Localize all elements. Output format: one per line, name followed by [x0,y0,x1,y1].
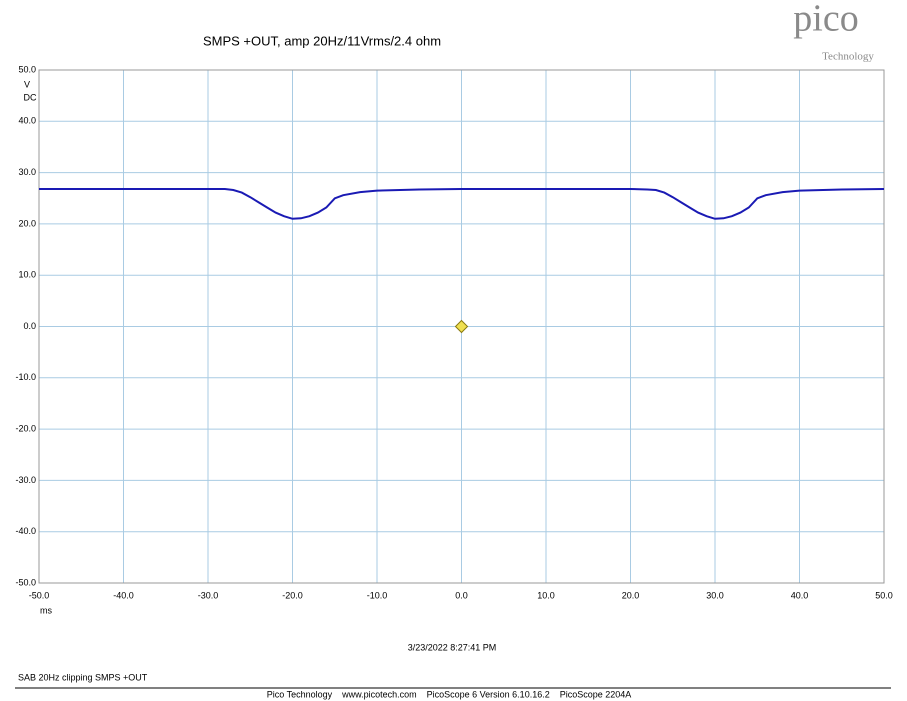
y-tick-label: -50.0 [15,577,36,587]
y-tick-label: 10.0 [18,270,36,280]
x-tick-label: 10.0 [537,590,555,600]
y-tick-label: -40.0 [15,526,36,536]
x-tick-label: 20.0 [622,590,640,600]
y-tick-label: 20.0 [18,218,36,228]
x-tick-label: -10.0 [367,590,388,600]
y-tick-label: 40.0 [18,116,36,126]
y-tick-label: -20.0 [15,423,36,433]
y-tick-label: 0.0 [23,321,36,331]
logo-name: pico [793,0,858,40]
caption: SAB 20Hz clipping SMPS +OUT [18,672,148,682]
x-tick-label: 40.0 [791,590,809,600]
x-tick-label: -50.0 [29,590,50,600]
trigger-marker [454,319,469,334]
x-tick-label: -40.0 [113,590,134,600]
chart-title: SMPS +OUT, amp 20Hz/11Vrms/2.4 ohm [203,33,441,48]
y-coupling: DC [24,92,37,102]
x-tick-label: -20.0 [282,590,303,600]
x-tick-label: 50.0 [875,590,893,600]
trace [39,188,885,220]
logo-subtitle: Technology [822,51,874,63]
x-tick-label: 0.0 [455,590,468,600]
y-tick-label: -30.0 [15,475,36,485]
y-tick-label: 50.0 [18,64,36,74]
y-unit: V [24,79,30,89]
x-tick-label: 30.0 [706,590,724,600]
footer: Pico Technology www.picotech.com PicoSco… [267,689,632,699]
plot-border [38,69,885,584]
y-tick-label: -10.0 [15,372,36,382]
y-tick-label: 30.0 [18,167,36,177]
x-unit: ms [40,605,52,615]
timestamp: 3/23/2022 8:27:41 PM [408,642,497,652]
x-tick-label: -30.0 [198,590,219,600]
